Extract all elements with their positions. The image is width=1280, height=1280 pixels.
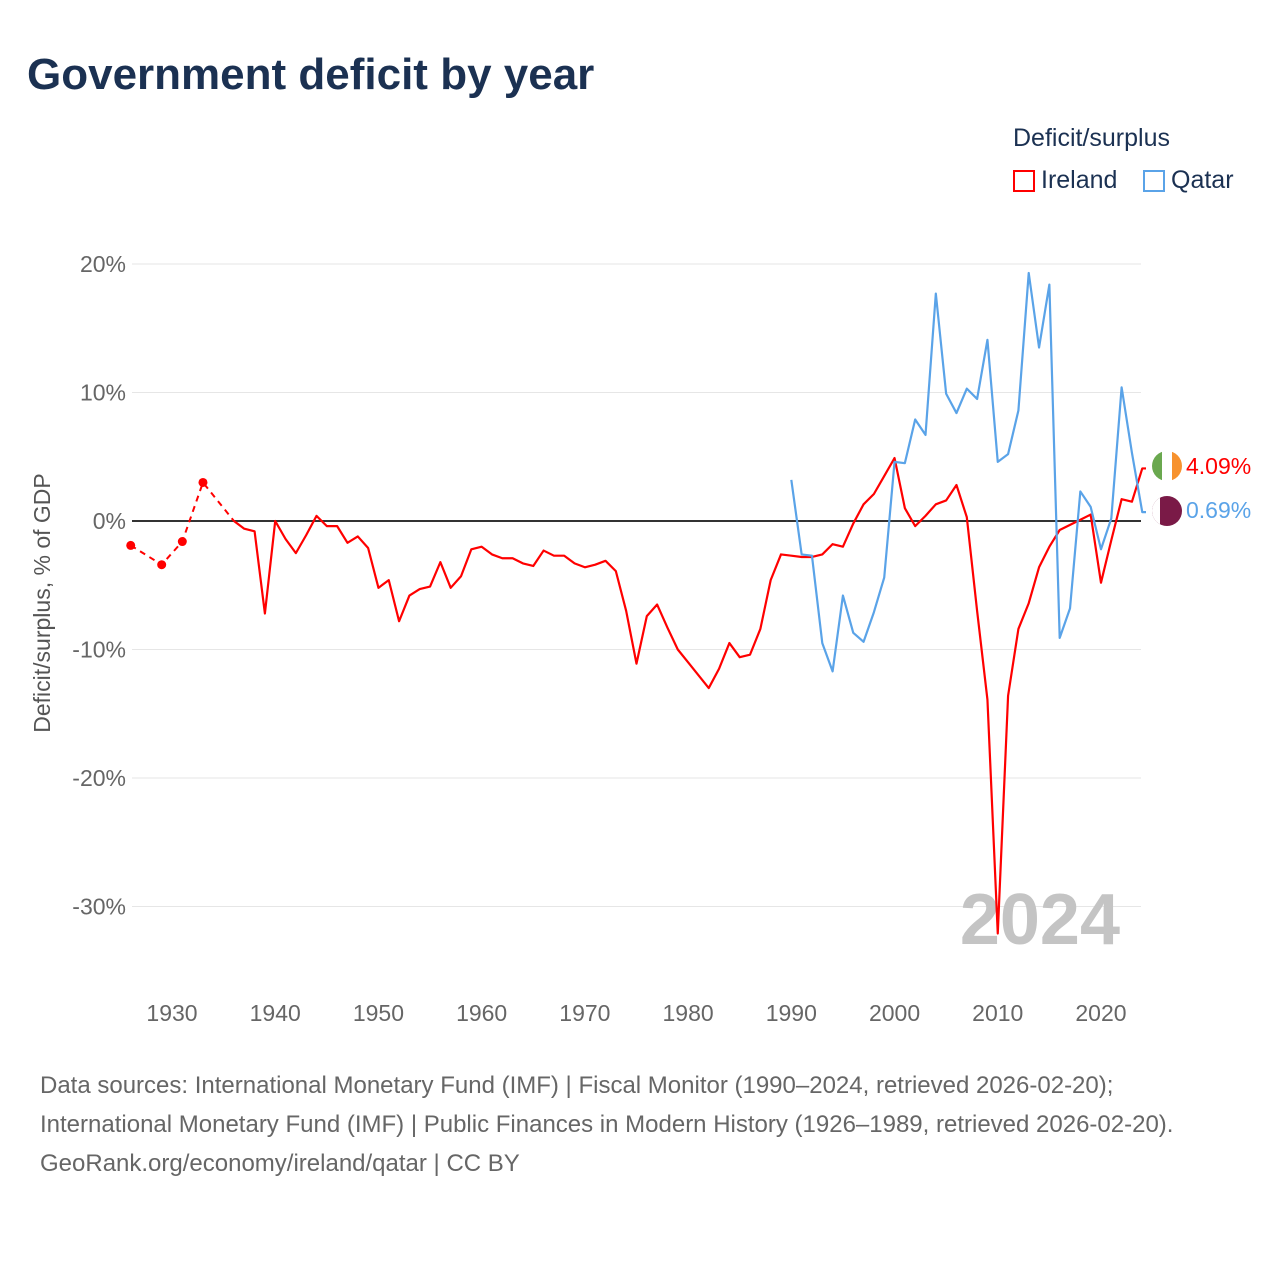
x-tick-label: 1990 — [766, 1000, 817, 1026]
y-tick-label: -10% — [72, 637, 126, 663]
y-tick-label: 10% — [80, 380, 126, 406]
x-tick-label: 2010 — [972, 1000, 1023, 1026]
qatar-series-line — [790, 271, 1146, 673]
ireland-data-point — [157, 560, 167, 570]
x-tick-label: 1960 — [456, 1000, 507, 1026]
ireland-series-line — [233, 456, 1146, 935]
x-tick-label: 1980 — [663, 1000, 714, 1026]
year-watermark: 2024 — [960, 880, 1120, 960]
qatar-flag-icon — [1152, 496, 1182, 526]
data-sources: Data sources: International Monetary Fun… — [40, 1066, 1240, 1183]
ireland-end-label: 4.09% — [1186, 453, 1251, 479]
sources-text: Data sources: International Monetary Fun… — [40, 1072, 1174, 1138]
ireland-data-point — [198, 477, 208, 487]
y-tick-label: 0% — [93, 508, 126, 534]
legend-item-ireland[interactable]: Ireland — [1013, 166, 1117, 195]
line-chart: 20% 10% 0% -10% -20% -30% 1930 1940 1950 1960 1970… — [29, 251, 1251, 1026]
x-tick-label: 1940 — [250, 1000, 301, 1026]
legend-item-qatar[interactable]: Qatar — [1143, 166, 1234, 195]
legend-swatch-qatar — [1143, 169, 1165, 192]
x-tick-label: 1930 — [146, 1000, 197, 1026]
attribution-link[interactable]: GeoRank.org/economy/ireland/qatar | CC B… — [40, 1150, 520, 1177]
legend-label-qatar: Qatar — [1171, 166, 1234, 194]
x-tick-label: 2020 — [1075, 1000, 1126, 1026]
ireland-flag-icon — [1152, 451, 1182, 481]
legend-swatch-ireland — [1013, 169, 1035, 192]
y-axis-label: Deficit/surplus, % of GDP — [29, 473, 55, 732]
y-tick-label: -20% — [72, 765, 126, 791]
ireland-dashed-line — [130, 480, 235, 566]
qatar-end-label: 0.69% — [1186, 497, 1251, 523]
x-tick-label: 2000 — [869, 1000, 920, 1026]
ireland-data-point — [177, 537, 187, 547]
x-tick-label: 1970 — [559, 1000, 610, 1026]
ireland-data-point — [126, 540, 136, 550]
y-tick-label: 20% — [80, 251, 126, 277]
page-title: Government deficit by year — [27, 50, 595, 99]
x-tick-label: 1950 — [353, 1000, 404, 1026]
legend-label-ireland: Ireland — [1041, 166, 1118, 194]
y-tick-label: -30% — [72, 894, 126, 920]
legend-title: Deficit/surplus — [1013, 124, 1170, 152]
